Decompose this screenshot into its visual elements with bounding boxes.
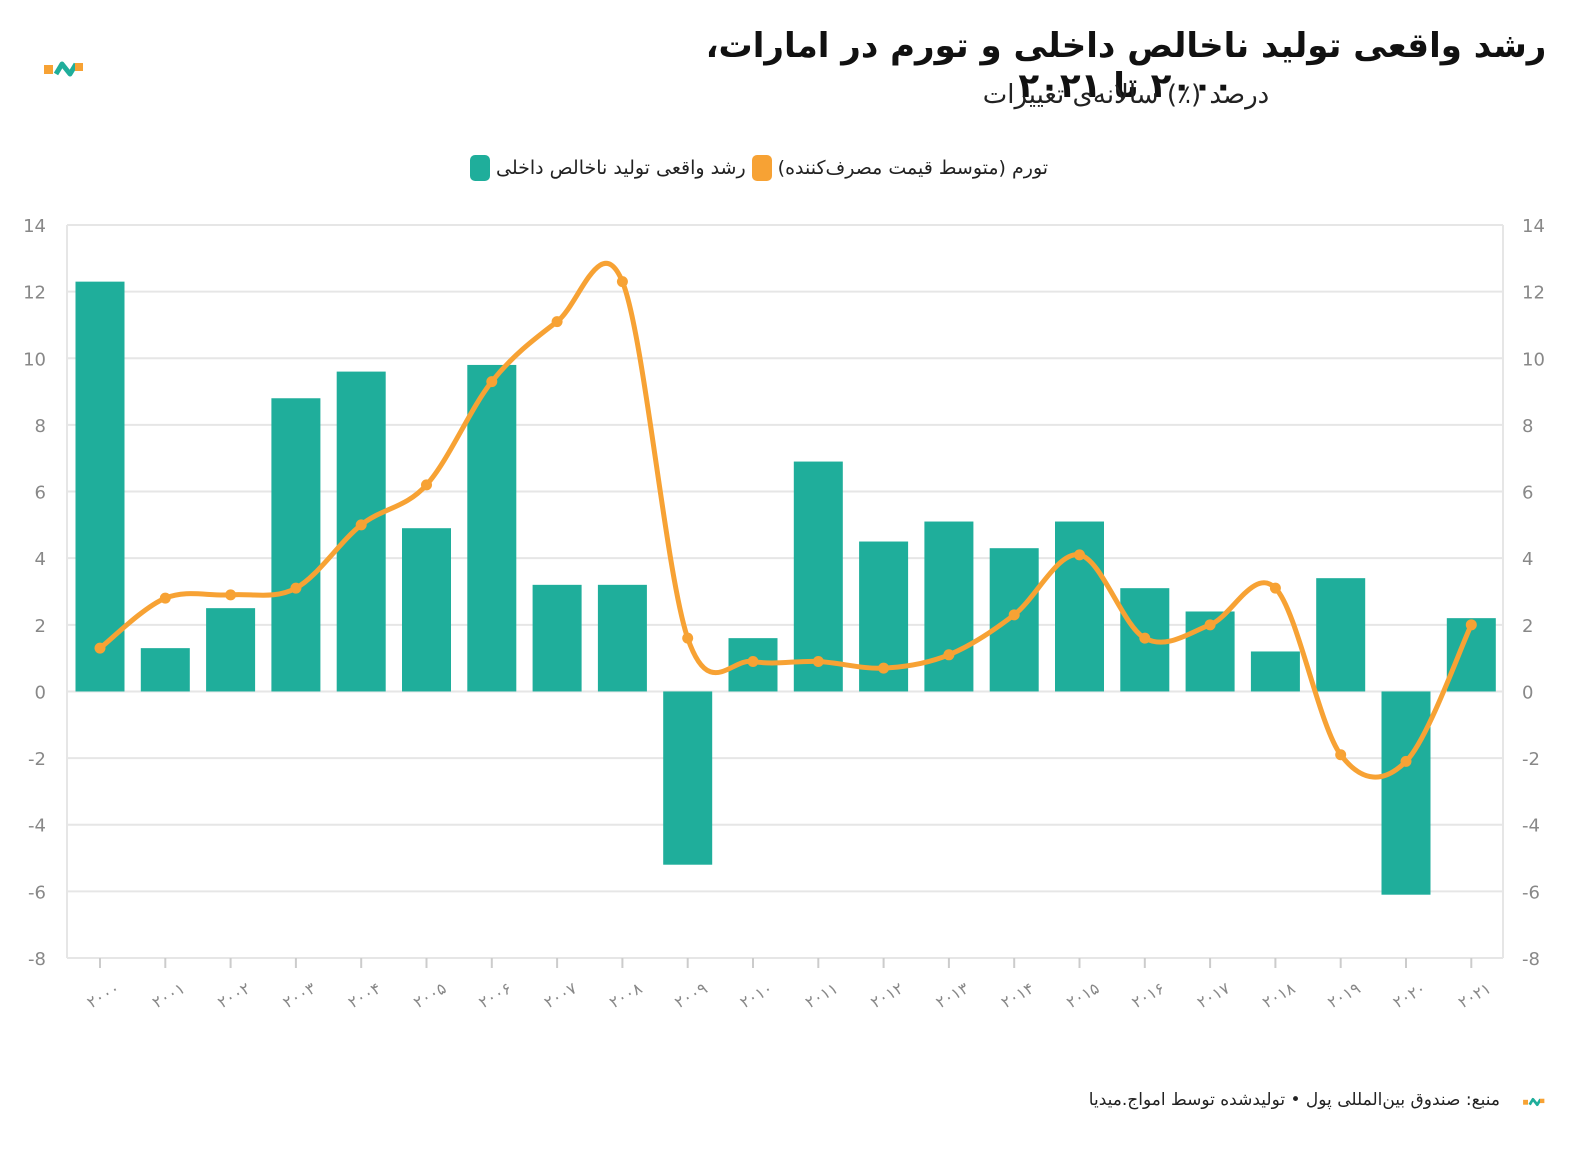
point-inflation	[1465, 619, 1477, 631]
chart-legend: رشد واقعی تولید ناخالص داخلی تورم (متوسط…	[470, 152, 1110, 184]
bar-gdp	[597, 584, 647, 692]
y-tick-label-right: 10	[1522, 349, 1545, 370]
bar-gdp	[1055, 521, 1104, 692]
y-tick-label-right: 4	[1522, 549, 1533, 570]
x-tick-label: ۲۰۰۲	[214, 978, 253, 1012]
bar-gdp	[336, 371, 386, 692]
y-tick-label-left: 14	[23, 216, 46, 237]
y-tick-label-left: 10	[23, 349, 46, 370]
y-tick-label-right: -4	[1522, 816, 1540, 837]
legend-swatch-gdp	[470, 155, 490, 181]
legend-label-inflation: تورم (متوسط قیمت مصرف‌کننده)	[777, 157, 1049, 179]
bar-gdp	[532, 584, 582, 692]
y-tick-label-left: -4	[28, 816, 46, 837]
point-inflation	[94, 642, 106, 654]
legend-label-gdp: رشد واقعی تولید ناخالص داخلی	[496, 157, 746, 179]
x-tick-label: ۲۰۰۹	[671, 978, 710, 1012]
point-inflation	[1204, 619, 1216, 631]
legend-item-gdp[interactable]: رشد واقعی تولید ناخالص داخلی	[470, 155, 746, 181]
point-inflation	[1269, 582, 1281, 594]
point-inflation	[1139, 632, 1151, 644]
point-inflation	[616, 276, 628, 288]
bar-gdp	[663, 691, 713, 865]
chart-title: رشد واقعی تولید ناخالص داخلی و تورم در ا…	[705, 26, 1547, 106]
x-tick-label: ۲۰۱۹	[1324, 978, 1363, 1012]
y-tick-label-right: 0	[1522, 682, 1533, 703]
bar-gdp	[924, 521, 974, 692]
x-tick-label: ۲۰۱۸	[1259, 978, 1299, 1012]
x-tick-label: ۲۰۱۰	[737, 978, 776, 1012]
point-inflation	[747, 655, 759, 667]
point-inflation	[812, 655, 824, 667]
bar-gdp	[402, 528, 451, 692]
bar-gdp	[793, 461, 843, 692]
point-inflation	[290, 582, 302, 594]
legend-swatch-inflation	[751, 155, 772, 181]
bar-gdp	[467, 364, 517, 692]
x-tick-label: ۲۰۲۰	[1390, 978, 1429, 1012]
x-tick-label: ۲۰۱۶	[1128, 978, 1167, 1012]
x-tick-label: ۲۰۰۴	[345, 978, 384, 1012]
y-tick-label-left: 12	[23, 283, 46, 304]
bar-gdp	[1381, 691, 1431, 895]
y-tick-label-left: 6	[35, 483, 46, 504]
point-inflation	[682, 632, 694, 644]
x-tick-label: ۲۰۰۳	[280, 978, 320, 1012]
x-tick-label: ۲۰۰۸	[606, 978, 646, 1012]
x-tick-label: ۲۰۰۶	[475, 978, 514, 1012]
bar-gdp	[206, 608, 256, 692]
y-tick-label-right: 8	[1522, 416, 1533, 437]
x-tick-label: ۲۰۲۱	[1455, 978, 1494, 1012]
point-inflation	[1074, 549, 1085, 561]
point-inflation	[225, 589, 237, 601]
x-tick-label: ۲۰۱۱	[802, 978, 841, 1012]
x-tick-label: ۲۰۱۵	[1063, 978, 1102, 1012]
point-inflation	[486, 376, 498, 388]
y-tick-label-left: 0	[35, 682, 46, 703]
source-note: منبع: صندوق بین‌المللی پول • تولیدشده تو…	[1088, 1090, 1500, 1110]
y-tick-label-left: 4	[35, 549, 46, 570]
y-tick-label-left: -8	[28, 949, 46, 970]
bar-gdp	[140, 648, 190, 692]
point-inflation	[878, 662, 890, 674]
x-tick-label: ۲۰۰۱	[149, 978, 188, 1012]
y-tick-label-left: 8	[35, 416, 46, 437]
bar-gdp	[75, 281, 125, 692]
point-inflation	[355, 519, 367, 531]
y-tick-label-left: 2	[35, 616, 46, 637]
bar-gdp	[1316, 578, 1366, 692]
x-tick-label: ۲۰۰۷	[541, 978, 581, 1012]
bar-gdp	[271, 398, 321, 692]
x-tick-label: ۲۰۰۰	[84, 978, 123, 1012]
brand-logo-icon	[42, 58, 86, 84]
point-inflation	[1400, 755, 1412, 767]
y-tick-label-right: -6	[1522, 882, 1540, 903]
point-inflation	[1335, 749, 1347, 761]
y-tick-label-left: -6	[28, 882, 46, 903]
y-tick-label-right: -2	[1522, 749, 1540, 770]
x-tick-label: ۲۰۱۷	[1194, 978, 1234, 1012]
point-inflation	[421, 479, 432, 491]
x-tick-label: ۲۰۱۲	[867, 978, 906, 1012]
point-inflation	[551, 316, 563, 328]
x-tick-label: ۲۰۰۵	[410, 978, 449, 1012]
y-tick-label-right: 14	[1522, 216, 1545, 237]
point-inflation	[1008, 609, 1020, 621]
y-tick-label-left: -2	[28, 749, 46, 770]
brand-logo-small-icon	[1522, 1093, 1546, 1112]
y-tick-label-right: -8	[1522, 949, 1540, 970]
point-inflation	[943, 649, 955, 661]
y-tick-label-right: 2	[1522, 616, 1533, 637]
legend-item-inflation[interactable]: تورم (متوسط قیمت مصرف‌کننده)	[751, 155, 1049, 181]
x-tick-label: ۲۰۱۳	[933, 978, 973, 1012]
bar-gdp	[1250, 651, 1300, 692]
x-tick-label: ۲۰۱۴	[998, 978, 1037, 1012]
chart-subtitle: درصد (٪) سالانه‌ی تغییرات	[982, 80, 1270, 110]
y-tick-label-right: 6	[1522, 483, 1533, 504]
y-tick-label-right: 12	[1522, 283, 1545, 304]
point-inflation	[159, 592, 171, 604]
